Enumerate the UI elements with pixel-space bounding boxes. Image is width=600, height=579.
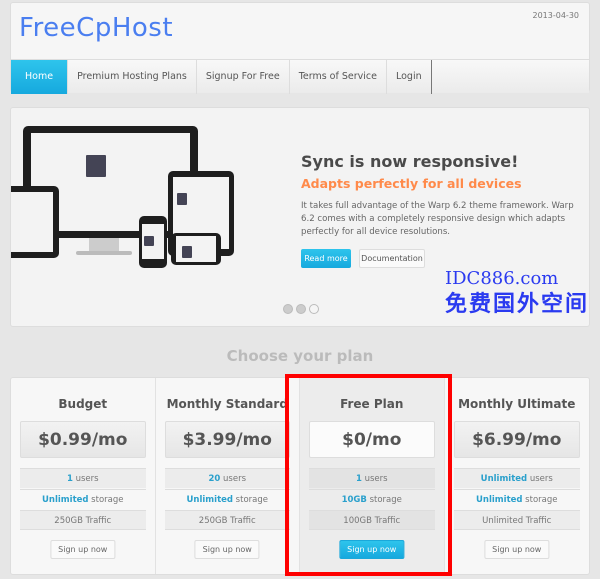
storage-value: Unlimited (42, 495, 89, 505)
storage-label: storage (366, 495, 402, 505)
plan-users: 20 users (164, 468, 290, 488)
plan-card: Monthly Standard $3.99/mo 20 users Unlim… (156, 378, 300, 574)
plan-users: 1 users (20, 468, 146, 488)
site-logo[interactable]: FreeCpHost (19, 13, 174, 43)
watermark-chinese: 免费国外空间 (445, 292, 590, 317)
plan-users: 1 users (309, 468, 435, 488)
storage-value: Unlimited (186, 495, 233, 505)
read-more-button[interactable]: Read more (301, 249, 351, 268)
users-value: 1 (66, 474, 73, 484)
plan-name: Monthly Ultimate (458, 397, 576, 411)
plan-card: Budget $0.99/mo 1 users Unlimited storag… (11, 378, 156, 574)
plan-price: $0.99/mo (20, 421, 146, 458)
slide-subtitle: Adapts perfectly for all devices (301, 176, 522, 191)
slideshow: Sync is now responsive! Adapts perfectly… (10, 107, 590, 327)
plan-traffic: 250GB Traffic (164, 510, 290, 530)
plan-users: Unlimited users (453, 468, 580, 488)
plan-storage: Unlimited storage (164, 489, 290, 509)
storage-value: Unlimited (476, 495, 523, 505)
slide-text: It takes full advantage of the Warp 6.2 … (301, 201, 574, 237)
watermark: IDC886.com (445, 268, 559, 289)
plan-card: Monthly Ultimate $6.99/mo Unlimited user… (445, 378, 590, 574)
plan-traffic: 100GB Traffic (309, 510, 435, 530)
plan-name: Free Plan (340, 397, 404, 411)
plan-name: Monthly Standard (166, 397, 288, 411)
sign-up-button[interactable]: Sign up now (50, 540, 116, 559)
date-label: 2013-04-30 (532, 11, 580, 20)
users-label: users (361, 474, 388, 484)
users-label: users (527, 474, 553, 484)
plan-traffic: Unlimited Traffic (453, 510, 580, 530)
main-nav: Home Premium Hosting Plans Signup For Fr… (11, 59, 589, 94)
plan-traffic: 250GB Traffic (20, 510, 146, 530)
plan-price: $0/mo (309, 421, 435, 458)
slide-title: Sync is now responsive! (301, 152, 519, 171)
nav-home[interactable]: Home (11, 60, 69, 94)
sign-up-button[interactable]: Sign up now (484, 540, 550, 559)
storage-value: 10GB (341, 495, 367, 505)
slide-dot-3[interactable] (309, 304, 319, 314)
users-label: users (72, 474, 99, 484)
plan-storage: 10GB storage (309, 489, 435, 509)
plan-name: Budget (58, 397, 108, 411)
plan-storage: Unlimited storage (20, 489, 146, 509)
storage-label: storage (232, 495, 268, 505)
slide-dot-1[interactable] (283, 304, 293, 314)
users-value: 1 (355, 474, 362, 484)
storage-label: storage (522, 495, 558, 505)
site-header: FreeCpHost 2013-04-30 Home Premium Hosti… (10, 2, 590, 94)
pricing-table: Budget $0.99/mo 1 users Unlimited storag… (10, 377, 590, 575)
sign-up-button[interactable]: Sign up now (194, 540, 260, 559)
plan-card: Free Plan $0/mo 1 users 10GB storage 100… (300, 378, 445, 574)
users-value: 20 (208, 474, 221, 484)
nav-login[interactable]: Login (387, 60, 432, 94)
pricing-heading: Choose your plan (226, 347, 374, 365)
storage-label: storage (88, 495, 124, 505)
users-value: Unlimited (480, 474, 528, 484)
plan-price: $6.99/mo (453, 421, 580, 458)
slide-dot-2[interactable] (296, 304, 306, 314)
sign-up-button[interactable]: Sign up now (339, 540, 405, 559)
documentation-button[interactable]: Documentation (359, 249, 425, 268)
plan-price: $3.99/mo (164, 421, 290, 458)
users-label: users (220, 474, 246, 484)
nav-terms-of-service[interactable]: Terms of Service (290, 60, 387, 94)
nav-signup-for-free[interactable]: Signup For Free (197, 60, 290, 94)
plan-storage: Unlimited storage (453, 489, 580, 509)
nav-premium-hosting-plans[interactable]: Premium Hosting Plans (68, 60, 197, 94)
